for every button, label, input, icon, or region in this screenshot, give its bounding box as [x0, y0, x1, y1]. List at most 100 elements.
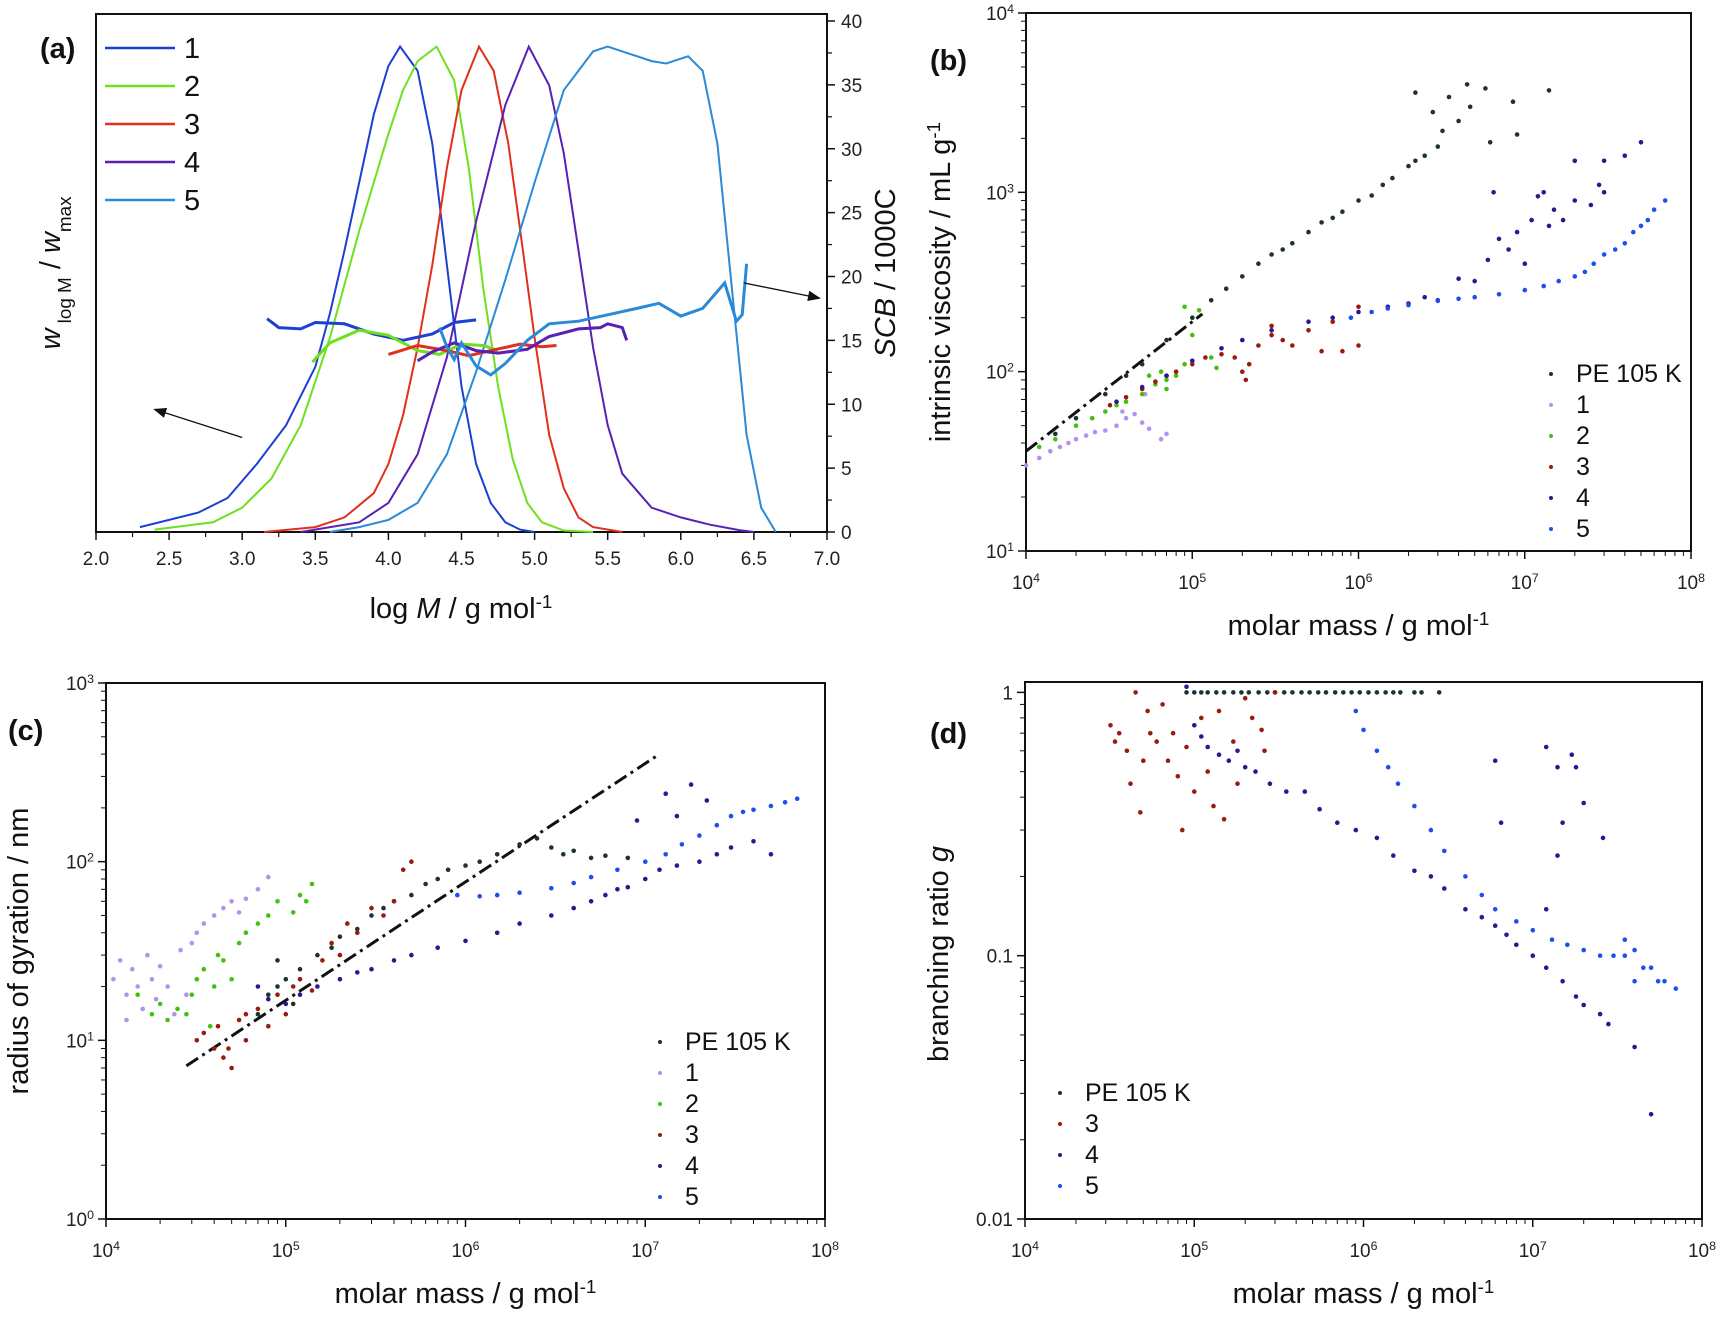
- data-point: [1651, 207, 1657, 212]
- data-point: [1048, 448, 1053, 454]
- data-point: [355, 930, 360, 936]
- x-tick-label: 106: [451, 1239, 479, 1262]
- data-point: [1569, 752, 1575, 757]
- legend-label-1: 1: [184, 33, 200, 65]
- panel-label: (c): [8, 715, 43, 747]
- data-point: [1551, 207, 1557, 212]
- y-axis-label-part: -1: [923, 122, 944, 139]
- data-point: [1290, 241, 1295, 246]
- data-point: [561, 852, 566, 857]
- data-point: [1023, 463, 1029, 468]
- data-point: [1560, 978, 1565, 984]
- y-tick-label-part: 10: [66, 674, 87, 695]
- data-point: [1306, 328, 1311, 333]
- data-point: [1307, 690, 1312, 695]
- data-point: [315, 952, 320, 958]
- data-point: [1357, 690, 1362, 695]
- data-point: [1390, 175, 1395, 181]
- data-point: [1601, 158, 1607, 164]
- data-point: [337, 934, 343, 939]
- data-point: [1089, 415, 1095, 421]
- data-point: [1601, 252, 1607, 257]
- data-point: [1485, 257, 1491, 263]
- data-point: [1340, 348, 1345, 354]
- data-point: [517, 842, 522, 847]
- data-point: [768, 852, 774, 857]
- data-point: [1662, 198, 1668, 203]
- data-point: [1422, 294, 1427, 300]
- data-point: [1573, 994, 1579, 999]
- data-point: [1492, 923, 1498, 928]
- data-point: [1632, 978, 1637, 984]
- data-point: [355, 926, 360, 932]
- series-3: [194, 859, 414, 1071]
- data-point: [337, 976, 343, 982]
- data-point: [1398, 690, 1403, 695]
- x-tick-label-part: 10: [631, 1241, 652, 1262]
- data-point: [455, 892, 460, 898]
- data-point: [1242, 695, 1248, 701]
- data-point: [1645, 217, 1651, 223]
- y-left-axis-label-part: w: [35, 327, 67, 350]
- data-point: [1412, 868, 1417, 874]
- x-axis-label: molar mass / g mol-1: [335, 1276, 597, 1311]
- data-point: [1196, 308, 1202, 313]
- data-point: [1638, 223, 1644, 229]
- x-tick-label: 107: [1519, 1239, 1547, 1262]
- data-point: [1522, 287, 1528, 293]
- series-5: [1348, 198, 1668, 321]
- data-point: [1211, 803, 1216, 809]
- data-point: [211, 984, 217, 989]
- data-point: [1120, 409, 1125, 414]
- annotation-arrow: [743, 282, 821, 302]
- data-point: [140, 1006, 145, 1012]
- plot-frame: [105, 682, 826, 1220]
- x-tick-label-part: 10: [1677, 573, 1698, 594]
- x-tick-label-part: 8: [832, 1239, 839, 1253]
- data-point: [1546, 223, 1552, 229]
- data-point: [1284, 789, 1289, 794]
- data-point: [1272, 690, 1278, 695]
- data-point: [1549, 937, 1555, 942]
- data-point: [588, 874, 594, 880]
- data-point: [1456, 276, 1461, 282]
- data-point: [1541, 190, 1546, 195]
- data-point: [1184, 684, 1189, 690]
- legend-marker-PE-105-K: [658, 1040, 662, 1044]
- series-4: [1184, 684, 1654, 1117]
- legend-label: 4: [1576, 484, 1590, 512]
- data-point: [517, 890, 522, 895]
- y-tick-label-part: 1: [87, 1029, 94, 1043]
- legend-label: PE 105 K: [685, 1028, 791, 1056]
- x-tick-label-part: 4: [1033, 571, 1040, 585]
- data-point: [625, 855, 631, 861]
- y-tick-label: 103: [66, 672, 94, 695]
- legend-marker-4: [1058, 1153, 1062, 1157]
- data-point: [1269, 328, 1274, 333]
- data-point: [1369, 309, 1374, 315]
- data-point: [1214, 690, 1219, 695]
- data-point: [1555, 764, 1560, 770]
- data-point: [1638, 140, 1644, 145]
- data-point: [1319, 220, 1324, 225]
- legend-marker-4: [658, 1164, 662, 1168]
- data-point: [1535, 194, 1541, 199]
- y-tick-label: 102: [986, 361, 1014, 384]
- legend-label: 4: [1085, 1141, 1099, 1169]
- data-point: [1435, 298, 1441, 304]
- data-point: [1249, 715, 1255, 721]
- y-left-axis-label-part: w: [35, 230, 67, 253]
- series-PE-105-K: [1053, 82, 1552, 437]
- data-point: [1226, 758, 1232, 763]
- data-point: [1572, 198, 1578, 203]
- y-left-axis-label: w log M / wmax: [35, 196, 75, 350]
- y-right-tick-label: 5: [841, 459, 852, 480]
- data-point: [1199, 690, 1204, 695]
- data-point: [1573, 764, 1579, 770]
- x-tick-label-part: 6: [473, 1239, 480, 1253]
- data-point: [714, 852, 720, 857]
- data-point: [674, 813, 680, 819]
- data-point: [1114, 423, 1119, 429]
- y-axis-label-part: radius of gyration / nm: [3, 808, 35, 1095]
- data-point: [255, 921, 261, 926]
